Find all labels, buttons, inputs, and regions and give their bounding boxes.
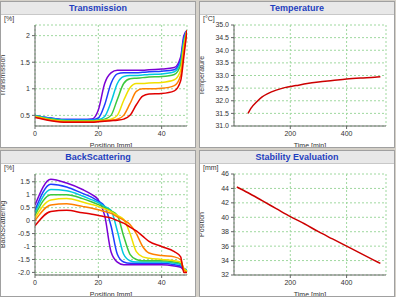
svg-text:2: 2 xyxy=(26,32,30,39)
svg-text:34.5: 34.5 xyxy=(215,34,229,41)
svg-text:0.5: 0.5 xyxy=(20,204,30,211)
svg-text:0: 0 xyxy=(33,130,37,137)
svg-text:42: 42 xyxy=(221,199,229,206)
html-text:BackScattering: BackScattering xyxy=(65,152,131,162)
svg-text:Position [mm]: Position [mm] xyxy=(90,142,132,148)
svg-text:1: 1 xyxy=(26,191,30,198)
svg-text:20: 20 xyxy=(94,130,102,137)
svg-text:38: 38 xyxy=(221,228,229,235)
html-text:Temperature: Temperature xyxy=(270,3,324,13)
svg-text:35.0: 35.0 xyxy=(215,21,229,28)
svg-text:200: 200 xyxy=(284,130,296,137)
svg-text:400: 400 xyxy=(341,130,353,137)
html-text:Transmission: Transmission xyxy=(69,3,127,13)
svg-text:34: 34 xyxy=(221,257,229,264)
html-text:[°C]: [°C] xyxy=(203,15,215,22)
svg-text:1.5: 1.5 xyxy=(20,59,30,66)
svg-text:46: 46 xyxy=(221,170,229,177)
svg-text:200: 200 xyxy=(284,279,296,286)
svg-text:Position [mm]: Position [mm] xyxy=(90,291,132,297)
svg-text:0: 0 xyxy=(26,217,30,224)
svg-text:-2.0: -2.0 xyxy=(18,269,30,276)
html-text:[mm]: [mm] xyxy=(203,164,219,171)
svg-text:33.0: 33.0 xyxy=(215,72,229,79)
svg-text:Position: Position xyxy=(200,212,205,237)
svg-text:40: 40 xyxy=(158,279,166,286)
svg-text:0.5: 0.5 xyxy=(20,112,30,119)
svg-text:Time [min]: Time [min] xyxy=(294,142,326,148)
svg-text:44: 44 xyxy=(221,185,229,192)
svg-text:33.5: 33.5 xyxy=(215,59,229,66)
svg-text:-1: -1 xyxy=(24,243,30,250)
svg-text:40: 40 xyxy=(158,130,166,137)
svg-text:Temperature: Temperature xyxy=(200,56,206,95)
svg-text:31.5: 31.5 xyxy=(215,110,229,117)
svg-text:1.5: 1.5 xyxy=(20,178,30,185)
svg-text:32: 32 xyxy=(221,271,229,278)
svg-text:40: 40 xyxy=(221,214,229,221)
svg-text:34.0: 34.0 xyxy=(215,47,229,54)
html-text:Stability Evaluation: Stability Evaluation xyxy=(255,152,339,162)
svg-text:-0.5: -0.5 xyxy=(18,230,30,237)
svg-text:1: 1 xyxy=(26,85,30,92)
svg-text:31.0: 31.0 xyxy=(215,122,229,129)
svg-text:36: 36 xyxy=(221,243,229,250)
svg-text:32.5: 32.5 xyxy=(215,85,229,92)
svg-text:Time [min]: Time [min] xyxy=(294,291,326,297)
svg-text:-1.5: -1.5 xyxy=(18,256,30,263)
svg-text:0: 0 xyxy=(33,279,37,286)
svg-text:32.0: 32.0 xyxy=(215,97,229,104)
svg-text:20: 20 xyxy=(94,279,102,286)
svg-text:400: 400 xyxy=(341,279,353,286)
